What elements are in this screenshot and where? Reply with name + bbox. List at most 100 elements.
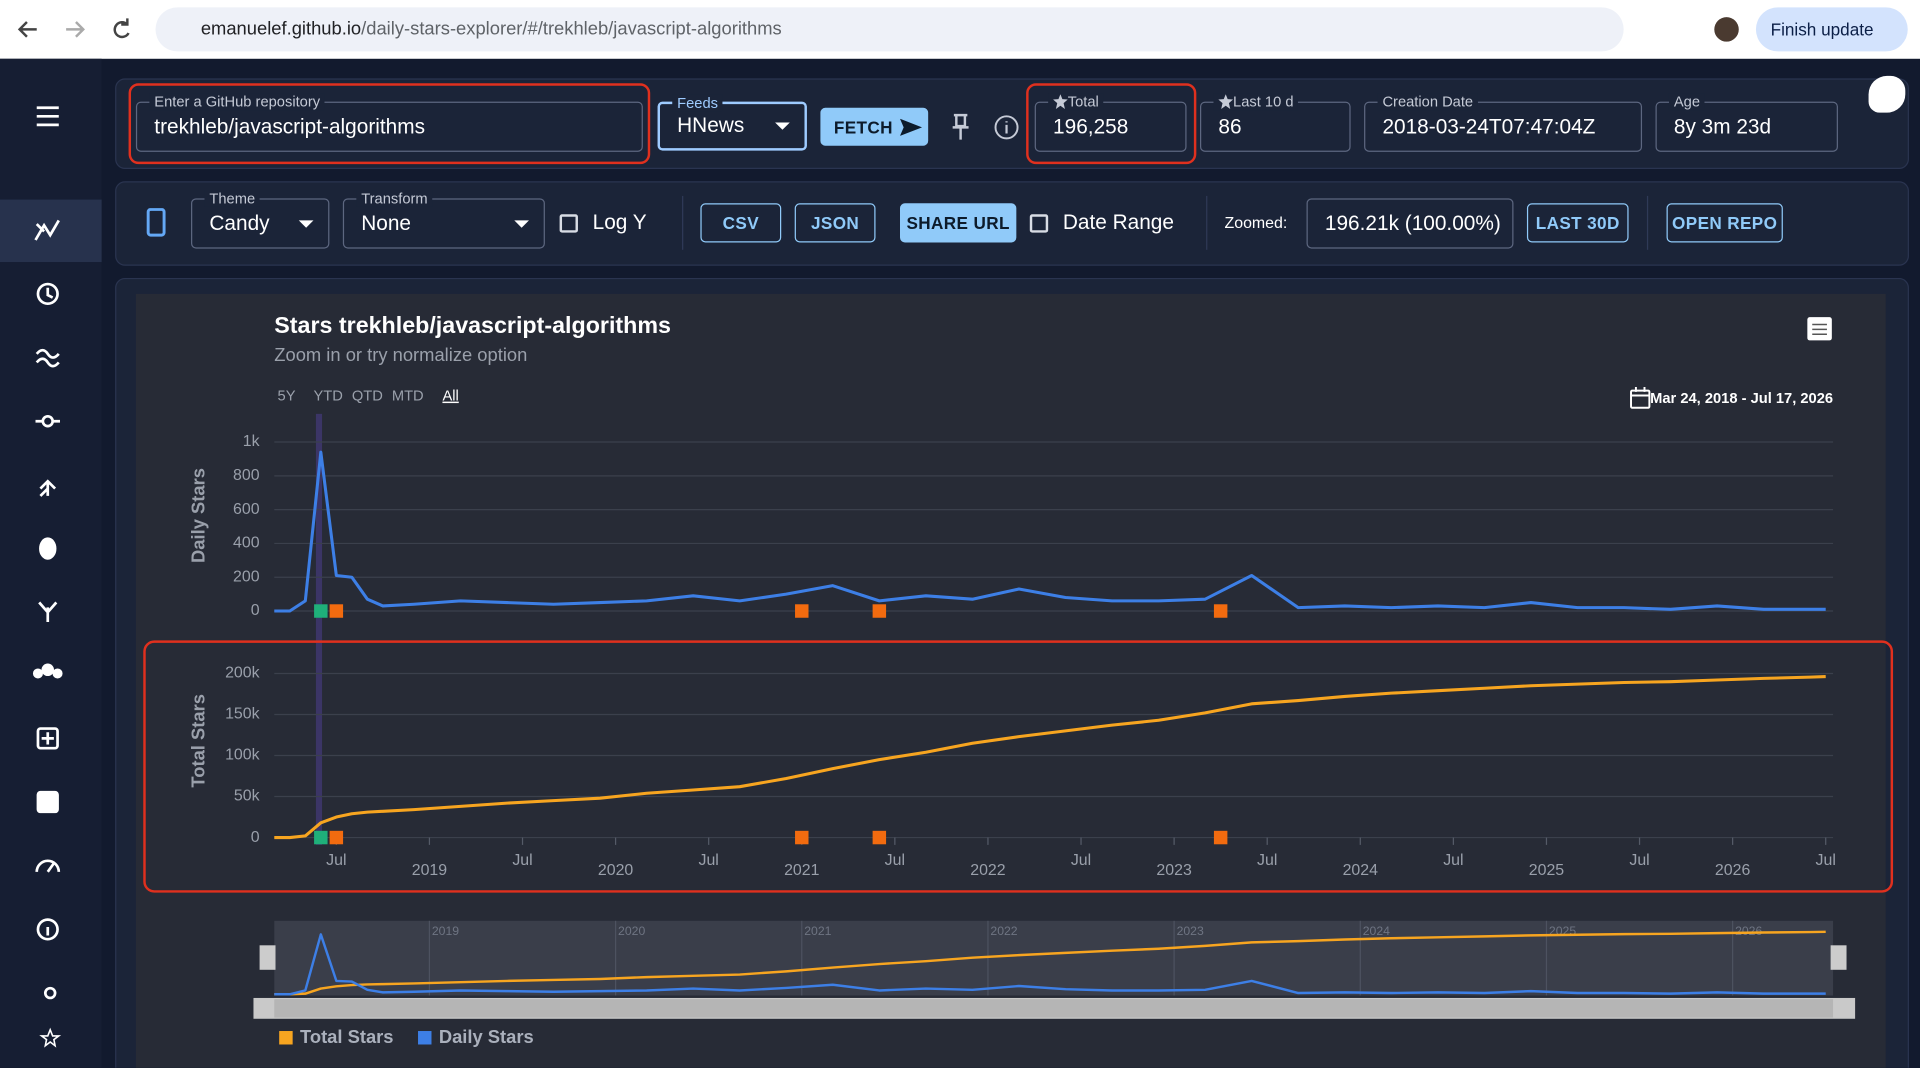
- event-marker: [1213, 830, 1228, 845]
- x-tick-label: 2023: [1156, 862, 1192, 879]
- highlight-box: [1026, 83, 1197, 165]
- forward-icon[interactable]: [66, 21, 85, 38]
- bug-icon[interactable]: [39, 537, 57, 560]
- y-tick-label: 800: [233, 467, 260, 484]
- navigator[interactable]: [274, 920, 1834, 996]
- navigator-handle[interactable]: [1830, 945, 1847, 970]
- range-button[interactable]: 5Y: [278, 389, 296, 405]
- legend-label[interactable]: Daily Stars: [439, 1026, 534, 1047]
- sidebar-icons: [32, 106, 63, 1048]
- y-tick-label: 150k: [225, 706, 260, 723]
- y-tick-label: 100k: [225, 747, 260, 764]
- last10-label: Last 10 d: [1213, 93, 1299, 111]
- navigator-line: [274, 930, 1826, 996]
- divider: [1206, 195, 1208, 250]
- star-icon: [1053, 94, 1068, 109]
- back-icon[interactable]: [17, 21, 37, 38]
- legend-label[interactable]: Total Stars: [300, 1026, 394, 1047]
- feeds-value: HNews: [677, 113, 745, 138]
- y2-axis-title: Total Stars: [187, 694, 208, 788]
- last30-label: LAST 30D: [1535, 213, 1620, 233]
- theme-value: Candy: [209, 211, 270, 235]
- reload-icon[interactable]: [113, 18, 130, 39]
- star-icon[interactable]: [39, 1027, 62, 1048]
- github-corner[interactable]: [1868, 75, 1906, 113]
- chart-icon[interactable]: [34, 219, 60, 241]
- navigator-tick-label: 2024: [1363, 924, 1390, 938]
- x-tick-label: 2019: [412, 862, 448, 879]
- x-tick-label: Jul: [885, 852, 905, 869]
- event-marker: [872, 604, 887, 618]
- zoomed-field: 196.21k (100.00%): [1306, 198, 1514, 249]
- feeds-select[interactable]: Feeds HNews: [657, 94, 807, 151]
- highlight-box: [128, 83, 651, 165]
- navigator-tick-label: 2026: [1735, 924, 1762, 938]
- x-tick-label: 2024: [1343, 862, 1379, 879]
- share-label: SHARE URL: [906, 213, 1010, 233]
- scrollbar-thumb[interactable]: [274, 999, 1834, 1018]
- people-icon[interactable]: [41, 663, 55, 677]
- info-icon[interactable]: [994, 115, 1019, 140]
- date-range-checkbox[interactable]: [1029, 214, 1049, 233]
- navigator-handle[interactable]: [259, 945, 276, 970]
- feed-icon[interactable]: [36, 790, 59, 814]
- y-tick-label: 1k: [243, 433, 260, 450]
- json-button[interactable]: JSON: [794, 203, 876, 243]
- sidebar-selected: [0, 199, 102, 263]
- creation-label: Creation Date: [1377, 93, 1479, 111]
- event-marker: [872, 830, 887, 845]
- history-icon[interactable]: [36, 282, 59, 306]
- pin-icon[interactable]: [952, 113, 969, 140]
- open-repo-button[interactable]: OPEN REPO: [1666, 203, 1783, 243]
- last10-value: 86: [1218, 114, 1242, 138]
- age-label: Age: [1668, 93, 1705, 111]
- last10-field: Last 10 d 86: [1200, 93, 1351, 152]
- navigator-tick-label: 2019: [432, 924, 459, 938]
- y-tick-label: 0: [251, 602, 260, 619]
- x-tick-label: Jul: [699, 852, 719, 869]
- share-button[interactable]: SHARE URL: [900, 203, 1017, 243]
- zoomed-label: Zoomed:: [1224, 213, 1288, 232]
- address-bar[interactable]: emanuelef.github.io/daily-stars-explorer…: [155, 7, 1624, 52]
- fetch-button[interactable]: FETCH: [820, 107, 929, 146]
- repo-input[interactable]: Enter a GitHub repository trekhleb/javasc…: [135, 93, 643, 152]
- event-marker: [1213, 604, 1228, 618]
- date-range-label: Date Range: [1062, 210, 1174, 234]
- range-button[interactable]: MTD: [392, 389, 424, 405]
- merge-icon[interactable]: [39, 479, 57, 497]
- url-host: emanuelef.github.io: [200, 18, 362, 40]
- range-button[interactable]: QTD: [352, 389, 383, 405]
- compare-icon[interactable]: [35, 348, 60, 368]
- device-icon[interactable]: [146, 208, 168, 237]
- x-tick-label: 2020: [598, 862, 634, 879]
- export-menu[interactable]: [1807, 317, 1832, 341]
- speed-icon[interactable]: [35, 859, 61, 873]
- event-marker: [314, 830, 328, 845]
- update-button[interactable]: Finish update: [1755, 7, 1908, 52]
- profile-avatar[interactable]: [1714, 17, 1739, 42]
- range-button[interactable]: YTD: [313, 389, 342, 405]
- add-icon[interactable]: [36, 727, 59, 750]
- x-tick-label: 2025: [1529, 862, 1565, 879]
- transform-select[interactable]: Transform None: [342, 189, 545, 249]
- x-tick-label: Jul: [512, 852, 532, 869]
- last30-button[interactable]: LAST 30D: [1526, 203, 1629, 243]
- csv-button[interactable]: CSV: [700, 203, 782, 243]
- range-button[interactable]: All: [442, 389, 458, 405]
- zoomed-value: 196.21k (100.00%): [1324, 211, 1501, 235]
- theme-icon[interactable]: [43, 986, 57, 1000]
- legend-swatch: [418, 1031, 432, 1045]
- crosshair: [315, 413, 323, 845]
- fork-icon[interactable]: [38, 601, 58, 623]
- theme-select[interactable]: Theme Candy: [191, 189, 330, 249]
- y-tick-label: 0: [251, 829, 260, 846]
- menu-icon[interactable]: [36, 106, 59, 127]
- chart-subtitle: Zoom in or try normalize option: [274, 344, 527, 365]
- navigator-tick-label: 2021: [804, 924, 831, 938]
- info-icon[interactable]: [36, 918, 59, 941]
- x-tick-label: Jul: [1629, 852, 1649, 869]
- log-y-checkbox[interactable]: [559, 214, 578, 233]
- x-tick-label: 2021: [784, 862, 820, 879]
- event-marker: [329, 604, 344, 618]
